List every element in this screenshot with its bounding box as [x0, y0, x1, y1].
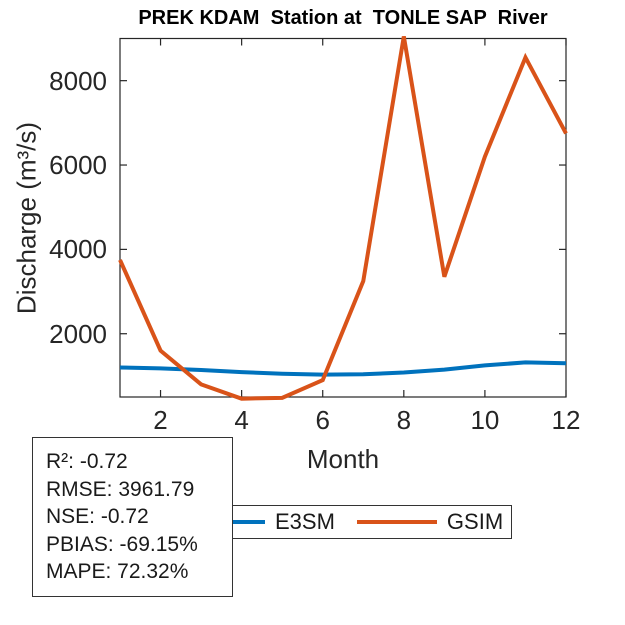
y-tick-label: 4000: [49, 234, 107, 265]
x-axis-label: Month: [306, 444, 380, 474]
stats-line: PBIAS: -69.15%: [46, 532, 198, 556]
x-tick-label: 4: [234, 405, 249, 435]
x-tick-label: 2: [153, 405, 168, 435]
stats-box: R²: -0.72 RMSE: 3961.79 NSE: -0.72 PBIAS: -…: [32, 437, 233, 597]
y-tick-label: 6000: [49, 150, 107, 181]
stats-line: NSE: -0.72: [46, 505, 149, 528]
e3sm-legend-label: E3SM: [275, 509, 335, 534]
y-tick-label: 8000: [49, 65, 107, 96]
x-tick-label: 6: [315, 405, 330, 435]
x-tick-label: 12: [551, 405, 581, 435]
stats-line: RMSE: 3961.79: [46, 477, 195, 501]
x-tick-label: 10: [470, 405, 500, 435]
gsim-legend-label: GSIM: [446, 509, 504, 534]
y-tick-label: 2000: [49, 318, 107, 349]
stats-line: R²: -0.72: [46, 450, 128, 473]
e3sm-series-line: [119, 360, 567, 377]
gsim-legend-swatch: [356, 520, 437, 524]
gsim-series-line: [118, 36, 568, 401]
x-tick-label: 8: [396, 405, 412, 435]
chart-title: PREK KDAM Station at TONLE SAP River: [138, 7, 548, 29]
stats-line: MAPE: 72.32%: [46, 560, 189, 583]
axes-box: [119, 37, 567, 398]
